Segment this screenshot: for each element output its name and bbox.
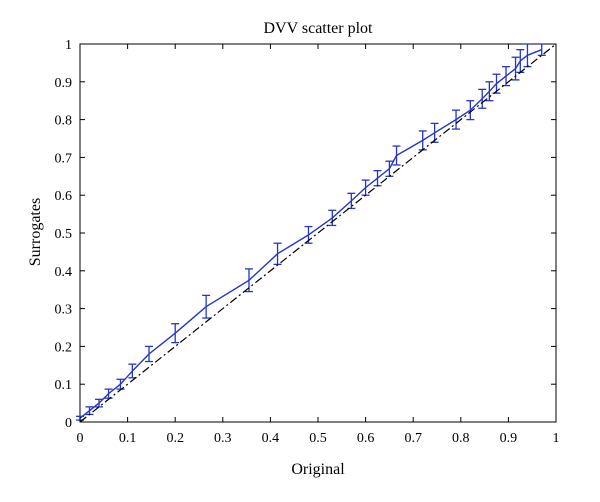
error-bar <box>452 109 461 130</box>
error-bar <box>478 88 487 109</box>
error-bar <box>95 398 104 408</box>
error-bar <box>347 192 356 210</box>
error-bar <box>273 242 282 266</box>
error-bar <box>418 130 427 151</box>
error-bar <box>492 73 501 94</box>
chart-title: DVV scatter plot <box>263 20 373 37</box>
error-bar <box>373 169 382 187</box>
error-bar <box>145 345 154 363</box>
y-tick-label: 1 <box>65 38 72 53</box>
error-bar <box>392 145 401 166</box>
y-tick-label: 0.1 <box>55 378 73 393</box>
x-tick-label: 0.5 <box>309 431 327 446</box>
error-bar <box>202 294 211 319</box>
error-bar <box>171 323 180 344</box>
y-tick-label: 0.3 <box>55 303 73 318</box>
x-axis-label: Original <box>291 461 345 478</box>
x-tick-label: 0.2 <box>166 431 184 446</box>
x-tick-label: 1 <box>553 431 560 446</box>
error-bar <box>104 388 113 399</box>
y-tick-label: 0.5 <box>55 227 73 242</box>
error-bar <box>430 122 439 143</box>
series-line <box>79 49 542 419</box>
error-bar <box>502 66 511 87</box>
y-tick-label: 0.8 <box>55 114 73 129</box>
y-tick-label: 0 <box>65 416 72 431</box>
error-bar <box>516 49 525 73</box>
error-bar <box>128 363 137 379</box>
error-bar <box>466 100 475 121</box>
error-bar <box>485 81 494 102</box>
x-tick-label: 0.9 <box>500 431 518 446</box>
y-tick-label: 0.4 <box>55 265 73 280</box>
x-tick-label: 0.3 <box>214 431 232 446</box>
x-tick-label: 0.4 <box>262 431 280 446</box>
x-tick-label: 0.7 <box>404 431 422 446</box>
reference-line <box>79 43 557 423</box>
y-tick-label: 0.7 <box>55 151 73 166</box>
y-axis-label: Surrogates <box>27 198 44 266</box>
error-bar <box>523 43 532 68</box>
y-tick-label: 0.9 <box>55 76 73 91</box>
y-tick-label: 0.6 <box>55 189 73 204</box>
y-tick-label: 0.2 <box>55 340 73 355</box>
error-bar <box>328 209 337 227</box>
x-tick-label: 0 <box>77 431 84 446</box>
x-tick-label: 0.6 <box>357 431 375 446</box>
x-tick-label: 0.8 <box>452 431 470 446</box>
x-tick-label: 0.1 <box>119 431 137 446</box>
error-bar <box>537 43 546 56</box>
